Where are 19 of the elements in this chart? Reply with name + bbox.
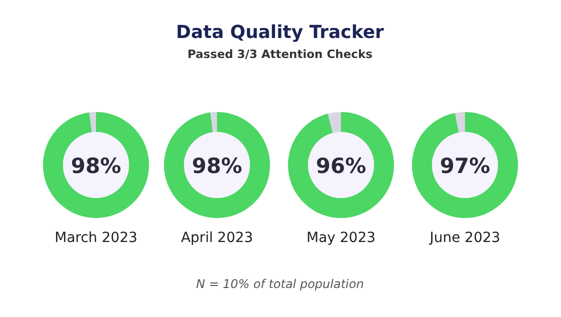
donut-slice — [210, 112, 217, 132]
text: Data Quality Tracker — [176, 22, 384, 43]
text: April 2023 — [180, 230, 254, 246]
donut-slice — [412, 112, 518, 218]
text: March 2023 — [54, 230, 138, 246]
text: June 2023 — [428, 230, 500, 246]
data-label: 97% — [440, 154, 490, 178]
donut-slice — [288, 112, 394, 218]
data-label: 98% — [70, 154, 122, 178]
donut-slice — [43, 112, 149, 218]
donut-slice — [328, 112, 341, 134]
donut-slice — [455, 112, 465, 133]
donut-slice — [89, 112, 96, 132]
text: Passed 3/3 Attention Checks — [188, 47, 373, 61]
donut-slice — [164, 112, 270, 218]
text: May 2023 — [306, 230, 376, 246]
data-label: 98% — [192, 154, 242, 178]
data-label: 96% — [316, 154, 366, 178]
text: N = 10% of total population — [196, 277, 364, 291]
